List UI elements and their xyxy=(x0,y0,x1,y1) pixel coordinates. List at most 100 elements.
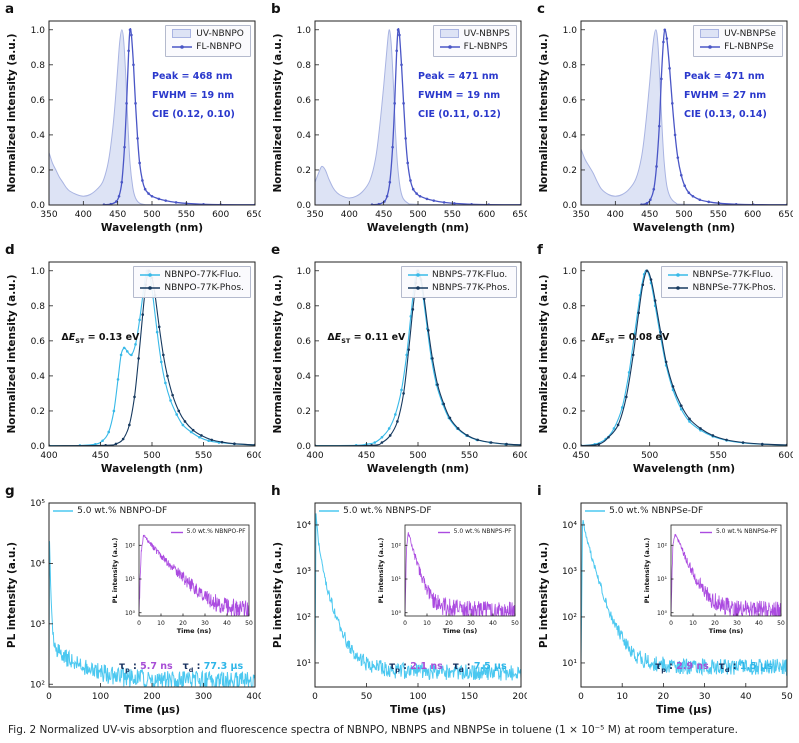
svg-text:50: 50 xyxy=(777,620,785,627)
svg-text:400: 400 xyxy=(75,210,92,220)
svg-text:0.4: 0.4 xyxy=(31,131,46,141)
delta-est: ΔEST = 0.11 eV xyxy=(327,331,406,345)
svg-text:10³: 10³ xyxy=(296,567,311,577)
svg-text:0.8: 0.8 xyxy=(563,61,578,71)
svg-text:10⁵: 10⁵ xyxy=(30,499,45,509)
svg-text:Time (ns): Time (ns) xyxy=(709,627,744,635)
svg-text:10: 10 xyxy=(616,692,628,702)
svg-text:600: 600 xyxy=(778,451,793,461)
legend-label: NBNPSe-77K-Phos. xyxy=(692,282,776,293)
legend: NBNPSe-77K-Fluo. NBNPSe-77K-Phos. xyxy=(661,265,783,298)
svg-text:0.2: 0.2 xyxy=(31,166,45,176)
legend-label: NBNPS-77K-Fluo. xyxy=(432,269,508,280)
series-UV-NBNPO xyxy=(49,29,255,205)
svg-text:PL intensity (a.u.): PL intensity (a.u.) xyxy=(643,538,651,604)
plot-e: 400 450 500 550 600 0.0 0.2 0.4 0.6 0.8 1.0 Wavelen… xyxy=(271,256,530,478)
svg-text:400: 400 xyxy=(607,210,624,220)
series-5.0 wt.% NBNPSe-PF xyxy=(670,534,781,617)
svg-text:0.2: 0.2 xyxy=(563,166,577,176)
inset-plot: 0 10 20 30 40 50 10⁰ 10¹ 10² Time (ns) PL intensit… xyxy=(110,521,253,636)
svg-text:450: 450 xyxy=(109,210,126,220)
svg-text:400: 400 xyxy=(246,692,261,702)
svg-text:Wavelength (nm): Wavelength (nm) xyxy=(367,463,469,475)
svg-text:600: 600 xyxy=(212,210,229,220)
svg-text:Wavelength (nm): Wavelength (nm) xyxy=(101,222,203,234)
svg-text:40: 40 xyxy=(223,620,231,627)
legend-swatch xyxy=(319,510,340,513)
legend-swatch xyxy=(585,510,606,513)
svg-text:600: 600 xyxy=(744,210,761,220)
panel-c: c 350 400 450 500 550 600 650 0.0 0.2 0.4 0.6 0.8 1.0… xyxy=(532,0,798,241)
svg-text:0.0: 0.0 xyxy=(31,442,46,452)
legend-swatch xyxy=(172,29,192,39)
series-5.0 wt.% NBNPS-PF xyxy=(404,532,515,617)
svg-text:20: 20 xyxy=(445,620,453,627)
legend-swatch xyxy=(439,45,460,50)
svg-text:650: 650 xyxy=(512,210,527,220)
legend: 5.0 wt.% NBNPSe-PF xyxy=(699,528,778,537)
svg-text:500: 500 xyxy=(143,210,160,220)
metrics: Peak = 468 nm FWHM = 19 nm CIE (0.12, 0.10… xyxy=(152,71,235,120)
legend-swatch xyxy=(140,273,161,277)
svg-text:Time (μs): Time (μs) xyxy=(124,704,180,716)
legend-swatch xyxy=(668,286,689,291)
svg-text:600: 600 xyxy=(246,451,261,461)
inset-plot: 0 10 20 30 40 50 10⁰ 10¹ 10² Time (ns) PL intensit… xyxy=(376,521,519,636)
legend: 5.0 wt.% NBNPS-DF xyxy=(319,505,432,518)
legend: NBNPO-77K-Fluo. NBNPO-77K-Phos. xyxy=(133,265,251,298)
svg-text:0.8: 0.8 xyxy=(297,302,312,312)
svg-text:0.0: 0.0 xyxy=(297,442,312,452)
svg-text:600: 600 xyxy=(512,451,527,461)
legend-swatch xyxy=(700,45,721,50)
panel-letter: a xyxy=(5,1,15,17)
svg-text:20: 20 xyxy=(658,692,670,702)
svg-text:100: 100 xyxy=(92,692,109,702)
svg-text:650: 650 xyxy=(778,210,793,220)
series-NBNPSe-77K-Phos. xyxy=(581,270,787,446)
svg-text:Wavelength (nm): Wavelength (nm) xyxy=(633,222,735,234)
series-5.0 wt.% NBNPSe-DF xyxy=(581,520,787,677)
svg-text:500: 500 xyxy=(675,210,692,220)
svg-text:20: 20 xyxy=(179,620,187,627)
metrics: Peak = 471 nm FWHM = 19 nm CIE (0.11, 0.12… xyxy=(418,71,501,120)
legend-label: FL-NBNPO xyxy=(196,41,242,52)
svg-text:1.0: 1.0 xyxy=(297,267,312,277)
svg-text:30: 30 xyxy=(201,620,209,627)
series-5.0 wt.% NBNPO-PF xyxy=(138,534,249,617)
svg-text:10⁰: 10⁰ xyxy=(125,610,136,617)
figure-grid: a 350 400 450 500 550 600 650 0.0 0.2 0.4 0.6 0.8 1.0… xyxy=(5,0,798,716)
svg-text:300: 300 xyxy=(195,692,212,702)
legend-label: UV-NBNPS xyxy=(463,28,510,39)
svg-text:550: 550 xyxy=(178,210,195,220)
svg-text:10⁰: 10⁰ xyxy=(657,610,668,617)
svg-text:10²: 10² xyxy=(125,543,136,550)
svg-text:10³: 10³ xyxy=(562,567,577,577)
panel-letter: d xyxy=(5,242,15,258)
legend: 5.0 wt.% NBNPS-PF xyxy=(437,528,512,537)
legend-label: NBNPO-77K-Fluo. xyxy=(164,269,242,280)
legend-label: 5.0 wt.% NBNPSe-DF xyxy=(609,505,704,516)
legend: 5.0 wt.% NBNPSe-DF xyxy=(585,505,703,518)
svg-text:10³: 10³ xyxy=(30,620,45,630)
panel-letter: b xyxy=(271,1,281,17)
svg-text:20: 20 xyxy=(711,620,719,627)
svg-text:450: 450 xyxy=(358,451,375,461)
inset-plot: 0 10 20 30 40 50 10⁰ 10¹ 10² Time (ns) PL intensit… xyxy=(642,521,785,636)
legend-swatch xyxy=(170,531,183,534)
svg-text:200: 200 xyxy=(512,692,527,702)
legend-swatch xyxy=(172,45,193,50)
svg-text:1.0: 1.0 xyxy=(563,26,578,36)
delta-est: ΔEST = 0.08 eV xyxy=(591,331,670,345)
svg-text:0: 0 xyxy=(46,692,52,702)
panel-e: e 400 450 500 550 600 0.0 0.2 0.4 0.6 0.8 1.0 Wavele… xyxy=(266,241,532,482)
svg-text:0.6: 0.6 xyxy=(297,337,312,347)
delta-est: ΔEST = 0.13 eV xyxy=(61,331,140,345)
svg-text:50: 50 xyxy=(245,620,253,627)
svg-text:Time (ns): Time (ns) xyxy=(443,627,478,635)
plot-canvas: 0 10 20 30 40 50 10⁰ 10¹ 10² Time (ns) PL intensit… xyxy=(111,524,253,635)
svg-text:0: 0 xyxy=(312,692,318,702)
panel-letter: h xyxy=(271,483,281,499)
svg-text:0.6: 0.6 xyxy=(31,96,46,106)
svg-text:450: 450 xyxy=(375,210,392,220)
svg-text:40: 40 xyxy=(740,692,752,702)
